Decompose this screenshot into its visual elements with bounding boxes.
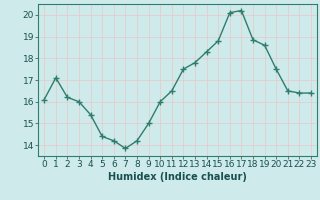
X-axis label: Humidex (Indice chaleur): Humidex (Indice chaleur) [108,172,247,182]
